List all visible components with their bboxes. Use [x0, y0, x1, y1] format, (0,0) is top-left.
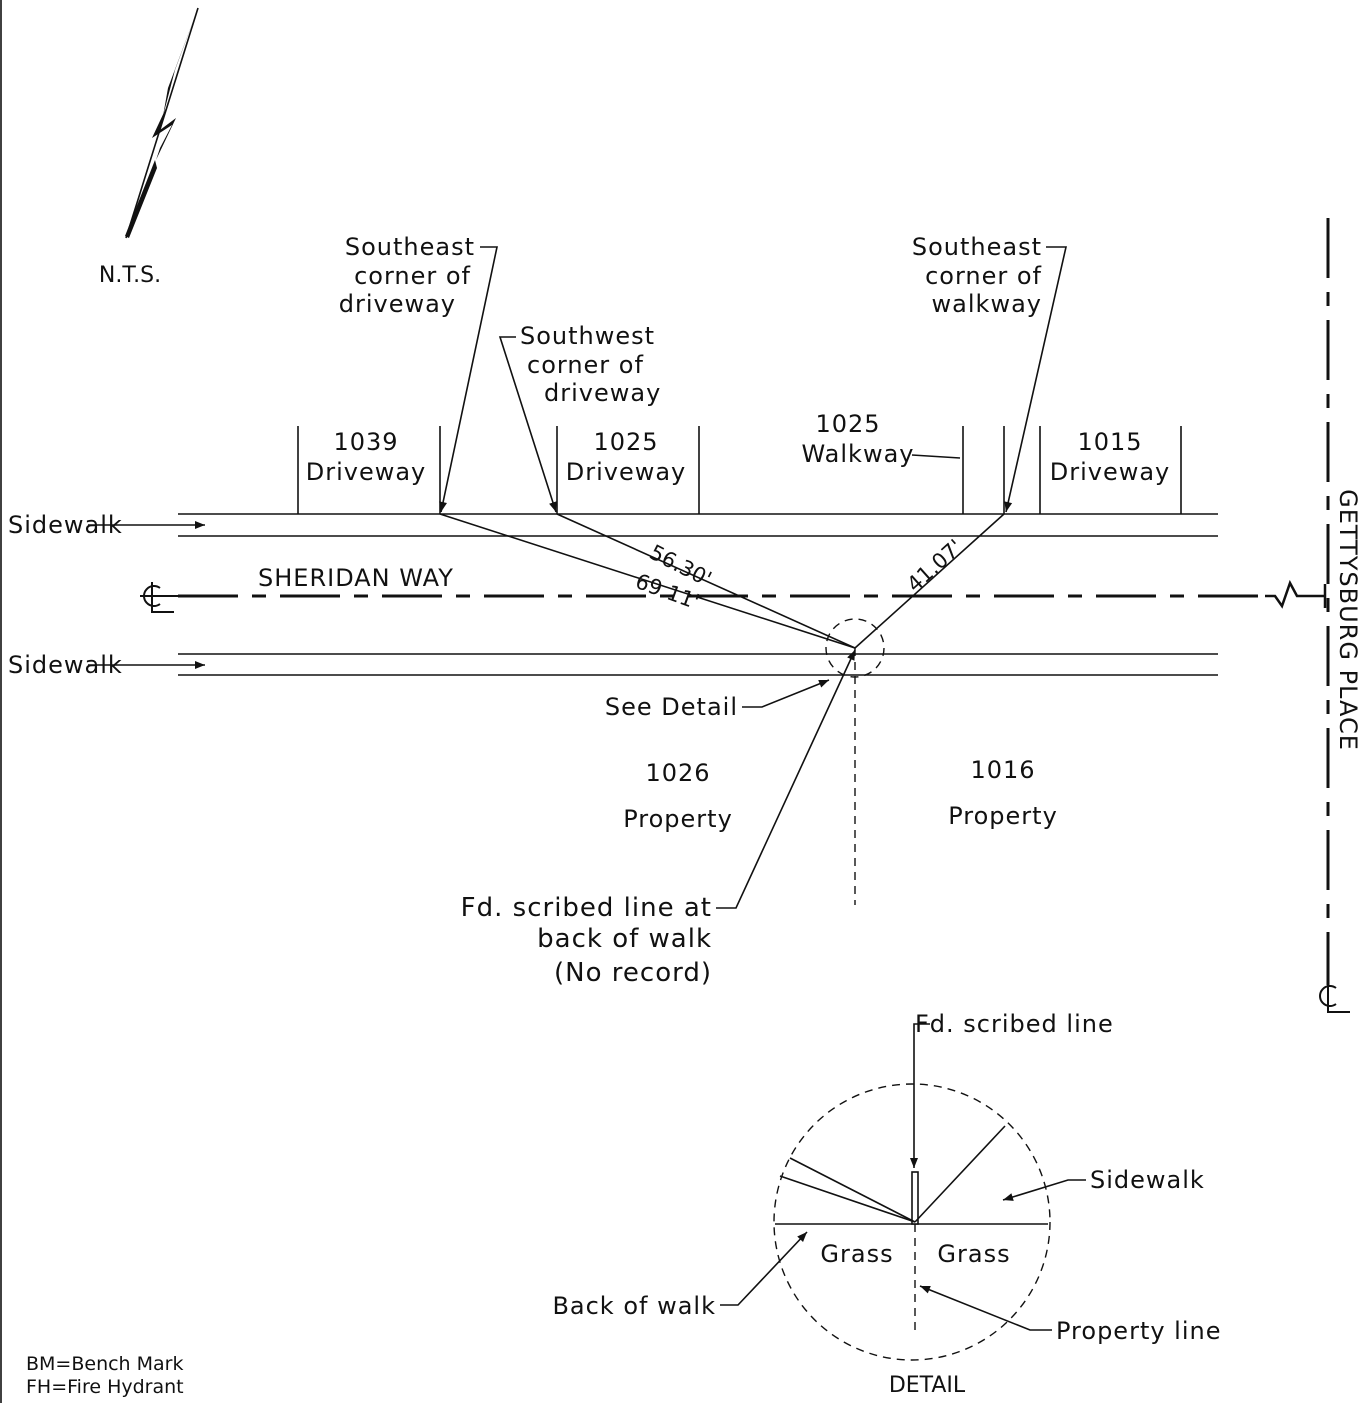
legend-entry: FH=Fire Hydrant — [26, 1376, 184, 1398]
see-detail: See Detail — [605, 693, 738, 721]
detail-grass: Grass — [937, 1240, 1010, 1268]
property-label: Property — [623, 805, 733, 833]
cross-street: GETTYSBURG PLACE — [1319, 218, 1362, 1013]
distance-label: 41.07' — [902, 535, 967, 597]
lot-label: Driveway — [1050, 458, 1171, 486]
lot-label: Driveway — [566, 458, 687, 486]
sidewalk-label: Sidewalk — [8, 511, 123, 539]
property-label: Property — [948, 802, 1058, 830]
lot-label: Walkway — [801, 440, 914, 468]
property-number: 1016 — [970, 756, 1035, 784]
property-number: 1026 — [645, 759, 710, 787]
detail-back-of-walk: Back of walk — [552, 1292, 716, 1320]
legend: BM=Bench Mark FH=Fire Hydrant — [26, 1353, 184, 1398]
detail-title: DETAIL — [889, 1373, 966, 1398]
scale-note: N.T.S. — [99, 263, 161, 288]
callouts: Southeast corner of driveway Southwest c… — [339, 233, 1068, 513]
callout-line: walkway — [932, 290, 1042, 318]
driveways: 1039 Driveway 1025 Driveway 1025 Walkway… — [297, 410, 1182, 514]
found-note: Fd. scribed line at — [461, 893, 712, 923]
callout-line: driveway — [339, 290, 456, 318]
sidewalk-label: Sidewalk — [8, 651, 123, 679]
callout-line: corner of — [925, 262, 1042, 290]
found-note: back of walk — [537, 924, 712, 954]
detail: Fd. scribed line Sidewalk Grass Grass Ba… — [552, 1010, 1222, 1398]
street-name: SHERIDAN WAY — [258, 564, 454, 592]
street: Sidewalk Sidewalk SHERIDAN WAY — [8, 511, 1327, 679]
callout-line: corner of — [527, 351, 644, 379]
callout-line: corner of — [354, 262, 471, 290]
lot-number: 1025 — [815, 410, 880, 438]
north-arrow: N.T.S. — [99, 7, 199, 288]
measurements: 56.30' 69.11' 41.07' See Detail 1026 Pro… — [439, 513, 1058, 988]
lot-number: 1039 — [333, 428, 398, 456]
cross-street-name: GETTYSBURG PLACE — [1334, 489, 1362, 751]
lot-label: Driveway — [306, 458, 427, 486]
lot-number: 1025 — [593, 428, 658, 456]
found-note: (No record) — [554, 958, 712, 988]
callout-line: Southeast — [345, 233, 475, 261]
lot-number: 1015 — [1077, 428, 1142, 456]
detail-property-line: Property line — [1056, 1317, 1222, 1345]
callout-line: Southwest — [520, 322, 655, 350]
detail-scribed: Fd. scribed line — [915, 1010, 1114, 1038]
callout-line: driveway — [544, 379, 661, 407]
detail-sidewalk: Sidewalk — [1090, 1166, 1205, 1194]
legend-entry: BM=Bench Mark — [26, 1353, 184, 1375]
callout-line: Southeast — [912, 233, 1042, 261]
detail-grass: Grass — [820, 1240, 893, 1268]
